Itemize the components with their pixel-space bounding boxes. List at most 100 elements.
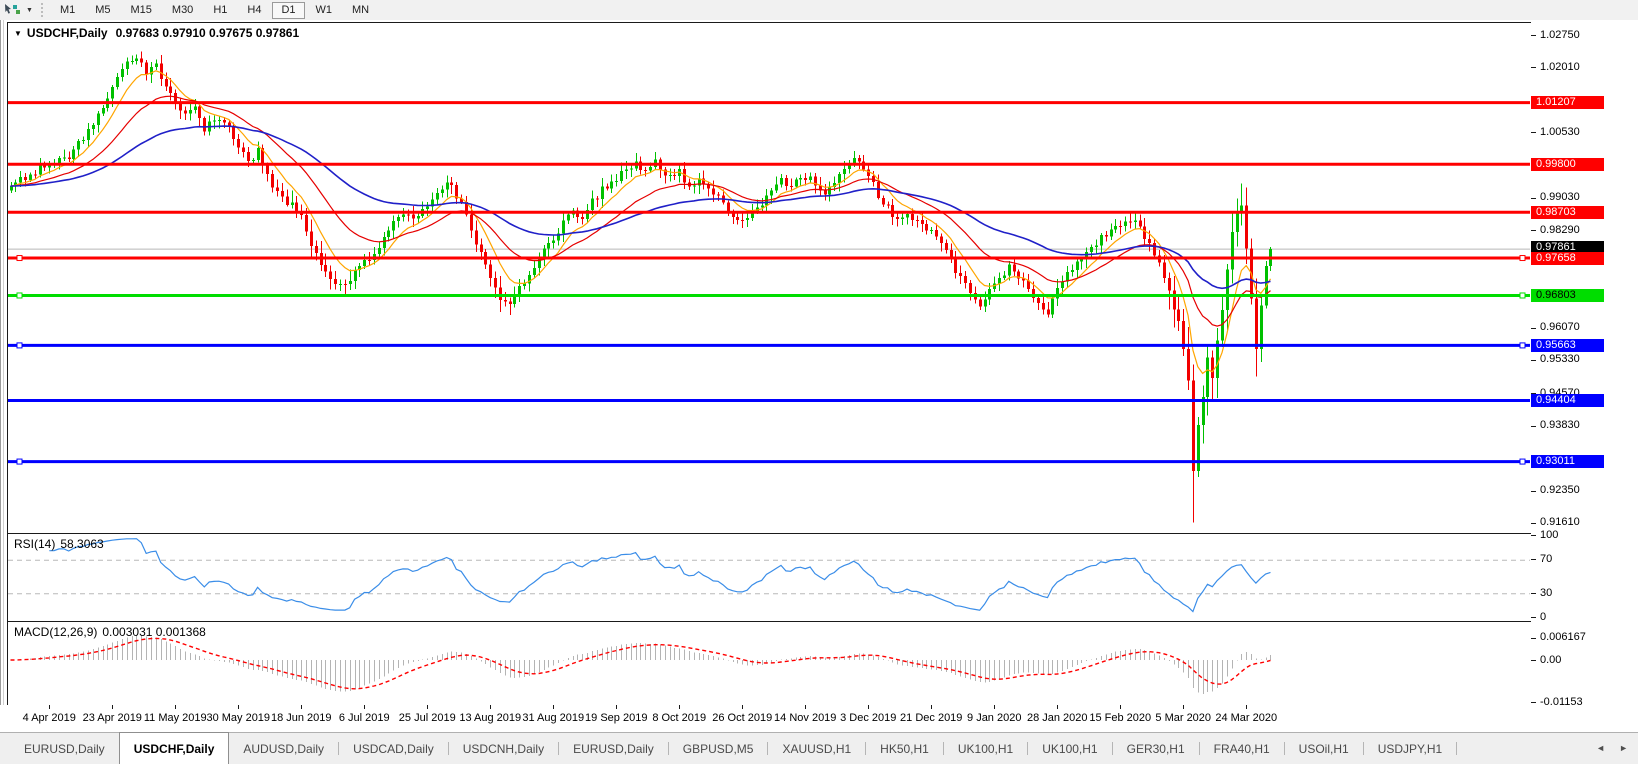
price-tick-label: 0.92350 <box>1540 484 1580 497</box>
horizontal-level-line[interactable] <box>8 255 1530 262</box>
price-axis[interactable]: 1.027501.020101.005300.990300.982900.975… <box>1531 22 1638 708</box>
rsi-tick-label-mark <box>1531 559 1536 560</box>
line-handle[interactable] <box>16 342 23 349</box>
price-level-badge: 0.96803 <box>1531 288 1604 302</box>
ma-line-ema22[interactable] <box>10 95 1271 327</box>
timeframe-button-d1[interactable]: D1 <box>272 1 305 19</box>
date-tick-label: 30 May 2019 <box>206 712 271 724</box>
rsi-tick-label: 0 <box>1540 610 1547 623</box>
date-tick-label: 21 Dec 2019 <box>900 712 963 724</box>
chart-tab[interactable]: USOil,H1 <box>1298 741 1349 756</box>
date-tick-label: 18 Jun 2019 <box>270 712 332 724</box>
horizontal-level-line[interactable] <box>8 342 1530 349</box>
date-tick-label: 25 Jul 2019 <box>398 712 456 724</box>
rsi-canvas[interactable] <box>8 534 1530 619</box>
chart-tab[interactable]: UK100,H1 <box>957 741 1014 756</box>
date-tick-mark <box>175 705 177 709</box>
rsi-pane[interactable]: RSI(14) 58.3063 <box>7 533 1533 622</box>
tab-scroll-right-icon[interactable]: ► <box>1619 743 1628 753</box>
date-tick-mark <box>301 705 303 709</box>
line-handle[interactable] <box>16 255 23 262</box>
date-tick-mark <box>1057 705 1059 709</box>
price-level-badge: 1.01207 <box>1531 96 1604 110</box>
chart-tab-bar: EURUSD,Daily USDCHF,Daily AUDUSD,Daily U… <box>0 732 1638 764</box>
chart-tab[interactable]: USDCAD,Daily <box>353 741 434 756</box>
price-level-badge: 0.95663 <box>1531 338 1604 352</box>
price-pane[interactable]: ▼ USDCHF,Daily 0.97683 0.97910 0.97675 0.9… <box>7 22 1533 534</box>
price-level-badge: 0.98703 <box>1531 205 1604 219</box>
chart-tab[interactable]: USDCNH,Daily <box>462 741 545 756</box>
price-tick-label-mark <box>1531 35 1536 36</box>
chart-tab[interactable]: XAUUSD,H1 <box>782 741 852 756</box>
chart-tab[interactable]: USDJPY,H1 <box>1377 741 1443 756</box>
macd-pane[interactable]: MACD(12,26,9) 0.003031 0.001368 <box>7 621 1533 706</box>
timeframe-button-mn[interactable]: MN <box>343 2 378 19</box>
chart-tab-active[interactable]: USDCHF,Daily <box>118 732 230 764</box>
timeframe-button-m30[interactable]: M30 <box>163 2 202 19</box>
date-tick-mark <box>805 705 807 709</box>
time-axis[interactable]: 4 Apr 2019 23 Apr 2019 11 May 2019 30 May 2… <box>0 705 1638 732</box>
rsi-name: RSI(14) <box>14 537 56 551</box>
chart-tools-button[interactable]: ▼ <box>0 1 37 19</box>
macd-label: MACD(12,26,9) 0.003031 0.001368 <box>14 625 206 639</box>
chart-tab[interactable]: FRA40,H1 <box>1213 741 1270 756</box>
macd-values: 0.003031 0.001368 <box>102 625 206 639</box>
date-tick-label: 28 Jan 2020 <box>1026 712 1088 724</box>
timeframe-button-w1[interactable]: W1 <box>307 2 342 19</box>
rsi-tick-label-mark <box>1531 593 1536 594</box>
rsi-tick-label: 70 <box>1540 552 1553 565</box>
line-handle[interactable] <box>16 292 23 299</box>
date-tick-label: 26 Oct 2019 <box>712 712 773 724</box>
price-level-badge: 0.99800 <box>1531 157 1604 171</box>
price-tick-label: 0.95330 <box>1540 353 1580 366</box>
chart-tab[interactable]: AUDUSD,Daily <box>243 741 325 756</box>
date-tick-label: 6 Jul 2019 <box>338 712 390 724</box>
chart-tab[interactable]: GER30,H1 <box>1126 741 1185 756</box>
chart-tab[interactable]: UK100,H1 <box>1042 741 1098 756</box>
window-frame-line <box>3 20 4 732</box>
price-tick-label: 1.02010 <box>1540 60 1580 73</box>
tab-scroll-left-icon[interactable]: ◄ <box>1596 743 1606 753</box>
price-tick-label: 0.98290 <box>1540 223 1580 236</box>
price-chart-canvas[interactable] <box>8 23 1530 531</box>
line-handle[interactable] <box>1519 292 1526 299</box>
macd-tick-label: -0.01153 <box>1540 695 1583 708</box>
line-handle[interactable] <box>16 458 23 465</box>
macd-tick-label: 0.00 <box>1540 653 1562 666</box>
timeframe-button-m5[interactable]: M5 <box>86 2 119 19</box>
rsi-tick-label: 30 <box>1540 586 1553 599</box>
timeframe-button-h1[interactable]: H1 <box>204 2 236 19</box>
ma-line-ema8[interactable] <box>10 70 1272 375</box>
horizontal-level-line[interactable] <box>8 292 1530 299</box>
chart-menu-caret-icon[interactable]: ▼ <box>14 29 22 38</box>
line-handle[interactable] <box>1519 458 1526 465</box>
macd-tick-label-mark <box>1531 702 1536 703</box>
price-tick-label-mark <box>1531 67 1536 69</box>
date-tick-mark <box>742 705 744 709</box>
date-tick-mark <box>931 705 933 709</box>
timeframe-button-m1[interactable]: M1 <box>51 2 84 19</box>
line-handle[interactable] <box>1519 342 1526 349</box>
date-tick-label: 9 Jan 2020 <box>967 712 1022 724</box>
chart-tab[interactable]: EURUSD,Daily <box>573 741 654 756</box>
date-tick-mark <box>553 705 555 709</box>
date-tick-label: 13 Aug 2019 <box>459 712 522 724</box>
macd-canvas[interactable] <box>8 622 1530 703</box>
date-tick-label: 11 May 2019 <box>143 712 207 724</box>
window-frame-line <box>0 20 1 732</box>
toolbar-grip <box>40 3 44 17</box>
date-tick-mark <box>490 705 492 709</box>
price-tick-label-mark <box>1531 197 1536 199</box>
chart-ohlc-values: 0.97683 0.97910 0.97675 0.97861 <box>115 26 300 40</box>
chart-tab[interactable]: GBPUSD,M5 <box>682 741 754 756</box>
chart-tab[interactable]: HK50,H1 <box>880 741 929 756</box>
line-handle[interactable] <box>1519 255 1526 262</box>
date-tick-label: 15 Feb 2020 <box>1089 712 1152 724</box>
horizontal-level-line[interactable] <box>8 458 1530 465</box>
timeframe-button-m15[interactable]: M15 <box>122 2 161 19</box>
date-tick-label: 5 Mar 2020 <box>1155 712 1212 724</box>
macd-tick-label-mark <box>1531 660 1536 661</box>
timeframe-button-h4[interactable]: H4 <box>238 2 270 19</box>
chart-tab[interactable]: EURUSD,Daily <box>24 741 105 756</box>
price-tick-label-mark <box>1531 490 1536 492</box>
